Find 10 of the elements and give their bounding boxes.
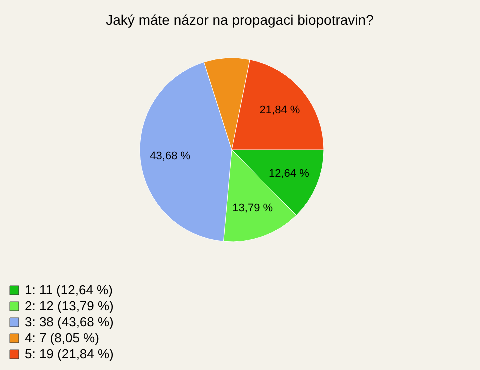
data-label: 12,64 % [268,168,310,180]
chart-title: Jaký máte názor na propagaci biopotravin? [106,12,374,28]
legend-label: 5: 19 (21,84 %) [25,346,114,362]
data-label: 21,84 % [260,104,300,117]
data-label: 13,79 % [232,202,274,214]
legend-label: 2: 12 (13,79 %) [25,298,114,314]
legend-label: 1: 11 (12,64 %) [25,282,113,298]
legend-label: 3: 38 (43,68 %) [25,314,114,330]
data-label: 43,68 % [150,150,191,163]
legend-label: 4: 7 (8,05 %) [25,330,100,346]
